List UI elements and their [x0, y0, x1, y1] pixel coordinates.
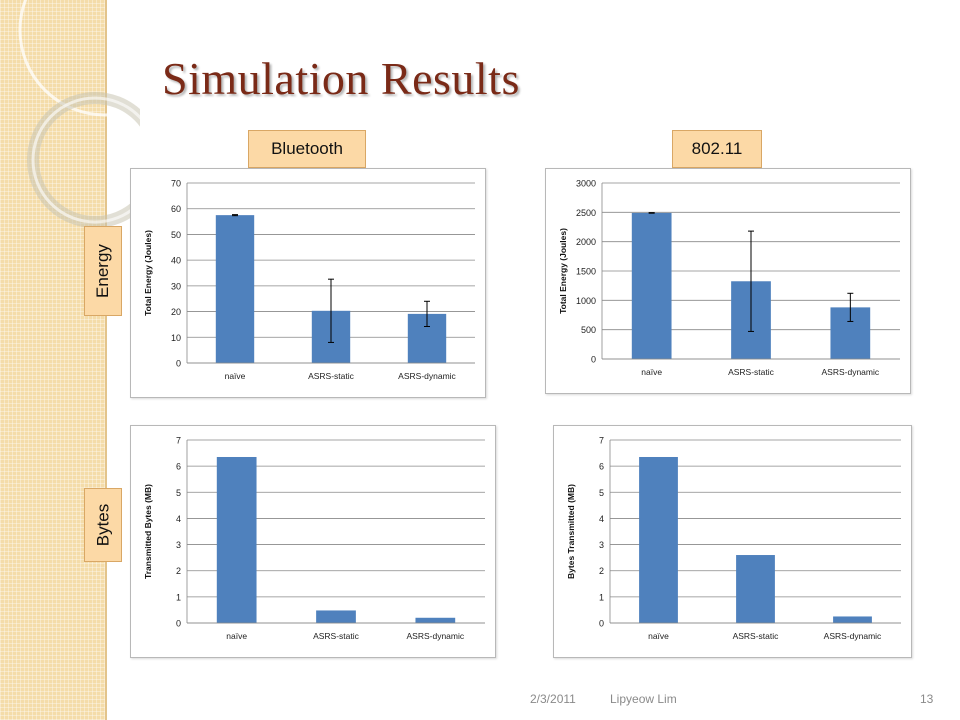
chart-svg: 0 500 1000 1500 2000 2500 3000 Total Energy (Jo… [558, 179, 900, 377]
y-tick-label: 1500 [576, 267, 596, 277]
y-tick-label: 10 [171, 333, 181, 343]
x-tick-label: naïve [225, 371, 246, 381]
bar [415, 617, 456, 623]
y-axis-label: Bytes Transmitted (MB) [566, 484, 576, 579]
y-axis-label: Total Energy (Joules) [143, 230, 153, 316]
x-tick-label: ASRS-static [733, 631, 780, 641]
y-tick-label: 2500 [576, 208, 596, 218]
y-tick-label: 4 [176, 514, 181, 524]
x-tick-label: ASRS-dynamic [824, 631, 882, 641]
decorative-circles [18, 0, 140, 228]
bar [736, 555, 775, 623]
chart-svg: 0 1 2 3 4 5 6 7 Transmitted Bytes (MB) naïve ASRS-… [143, 436, 485, 641]
x-tick-label: naïve [648, 631, 669, 641]
y-axis-label: Transmitted Bytes (MB) [143, 484, 153, 579]
row-label-bytes-text: Bytes [93, 503, 112, 547]
x-tick-label: ASRS-dynamic [407, 631, 465, 641]
y-tick-label: 3 [176, 540, 181, 550]
y-tick-label: 6 [176, 462, 181, 472]
y-tick-label: 0 [599, 619, 604, 629]
row-label-energy: Energy [84, 226, 122, 316]
y-tick-label: 0 [176, 359, 181, 369]
y-tick-label: 50 [171, 230, 181, 240]
x-tick-label: naïve [226, 631, 247, 641]
slide-title: Simulation Results [162, 53, 520, 104]
y-tick-label: 40 [171, 256, 181, 266]
bar [316, 610, 356, 623]
row-label-bytes: Bytes [84, 488, 122, 562]
y-tick-label: 1000 [576, 296, 596, 306]
y-axis-label: Total Energy (Joules) [558, 228, 568, 314]
column-label-bluetooth: Bluetooth [248, 130, 366, 168]
x-tick-label: ASRS-dynamic [398, 371, 456, 381]
y-tick-label: 4 [599, 514, 604, 524]
x-tick-label: ASRS-static [308, 371, 355, 381]
y-tick-label: 2000 [576, 237, 596, 247]
y-tick-label: 60 [171, 204, 181, 214]
y-tick-label: 0 [591, 355, 596, 365]
y-tick-label: 6 [599, 462, 604, 472]
footer-date: 2/3/2011 [530, 692, 576, 706]
y-tick-label: 0 [176, 619, 181, 629]
y-tick-label: 5 [599, 488, 604, 498]
chart-svg: 0 1 2 3 4 5 6 7 Bytes Transmitted (MB) naïve ASRS-… [566, 436, 901, 641]
column-label-80211: 802.11 [672, 130, 762, 168]
chart-svg: 0 10 20 30 40 50 60 70 Total Energy (Joules) naïv… [143, 179, 475, 381]
bar [833, 616, 872, 623]
chart-bluetooth-energy: 0 10 20 30 40 50 60 70 Total Energy (Joules) naïv… [130, 168, 486, 398]
y-tick-label: 1 [176, 592, 181, 602]
y-tick-label: 30 [171, 281, 181, 291]
chart-bluetooth-bytes: 0 1 2 3 4 5 6 7 Transmitted Bytes (MB) naïve ASRS-… [130, 425, 496, 658]
footer-page-number: 13 [920, 692, 934, 706]
bar [631, 212, 672, 359]
y-tick-label: 7 [599, 436, 604, 446]
y-tick-label: 70 [171, 179, 181, 189]
y-tick-label: 3 [599, 540, 604, 550]
x-tick-label: ASRS-dynamic [822, 367, 880, 377]
x-tick-label: ASRS-static [728, 367, 775, 377]
chart-80211-bytes: 0 1 2 3 4 5 6 7 Bytes Transmitted (MB) naïve ASRS-… [553, 425, 912, 658]
bar [216, 456, 257, 623]
y-tick-label: 5 [176, 488, 181, 498]
x-tick-label: ASRS-static [313, 631, 360, 641]
x-tick-label: naïve [641, 367, 662, 377]
chart-80211-energy: 0 500 1000 1500 2000 2500 3000 Total Energy (Jo… [545, 168, 911, 394]
y-tick-label: 500 [581, 325, 596, 335]
y-tick-label: 7 [176, 436, 181, 446]
y-tick-label: 2 [176, 566, 181, 576]
footer-author: Lipyeow Lim [610, 692, 677, 706]
row-label-energy-text: Energy [93, 244, 112, 298]
bar [639, 456, 678, 623]
bar [215, 215, 255, 363]
y-tick-label: 2 [599, 566, 604, 576]
y-tick-label: 20 [171, 307, 181, 317]
y-tick-label: 1 [599, 592, 604, 602]
y-tick-label: 3000 [576, 179, 596, 189]
